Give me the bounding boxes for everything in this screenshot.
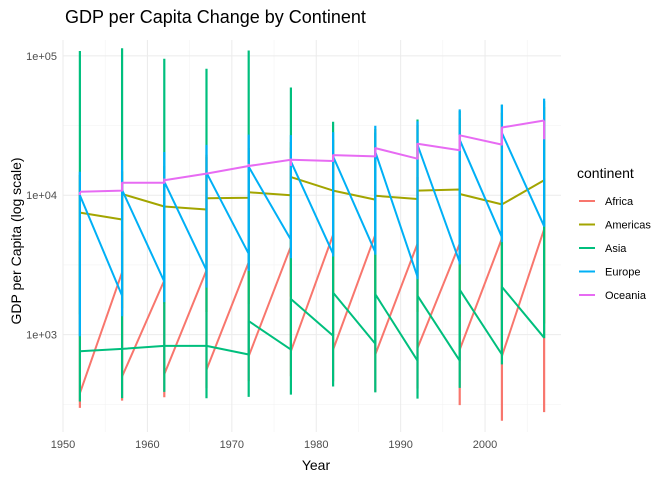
y-tick-label: 1e+04: [26, 190, 57, 202]
legend-label-oceania: Oceania: [605, 290, 647, 302]
x-tick-label: 1970: [220, 439, 244, 451]
legend-item-oceania: Oceania: [579, 290, 647, 302]
series-oceania: [78, 119, 546, 195]
series-africa: [78, 147, 546, 421]
y-axis-title: GDP per Capita (log scale): [8, 157, 24, 324]
x-tick-label: 1960: [135, 439, 159, 451]
x-axis-ticks: 1950 1960 1970 1980 1990 2000: [51, 439, 498, 451]
legend-item-europe: Europe: [579, 267, 640, 279]
legend-item-africa: Africa: [579, 196, 634, 208]
x-tick-label: 2000: [473, 439, 497, 451]
legend-items: Africa Americas Asia Europe Oceania: [579, 196, 651, 302]
series-line-asia: [79, 285, 545, 362]
legend-item-asia: Asia: [579, 243, 627, 255]
series-line-oceania: [79, 119, 545, 193]
legend-label-africa: Africa: [605, 196, 634, 208]
y-axis-ticks: 1e+03 1e+04 1e+05: [26, 51, 57, 342]
legend-label-asia: Asia: [605, 243, 627, 255]
x-tick-label: 1980: [304, 439, 328, 451]
x-tick-label: 1990: [388, 439, 412, 451]
x-tick-label: 1950: [51, 439, 75, 451]
grid: [62, 40, 561, 432]
chart-title: GDP per Capita Change by Continent: [65, 7, 366, 27]
y-tick-label: 1e+05: [26, 51, 57, 63]
series-line-europe: [78, 131, 546, 297]
legend-label-americas: Americas: [605, 220, 651, 232]
legend-item-americas: Americas: [579, 220, 651, 232]
series-europe: [78, 98, 546, 337]
x-axis-title: Year: [302, 457, 331, 473]
legend-label-europe: Europe: [605, 267, 640, 279]
y-tick-label: 1e+03: [26, 330, 57, 342]
legend-title: continent: [577, 165, 634, 181]
plot-marks: [78, 48, 546, 421]
series-asia: [78, 48, 546, 402]
legend: continent Africa Americas Asia Europe Oceani…: [577, 165, 651, 302]
